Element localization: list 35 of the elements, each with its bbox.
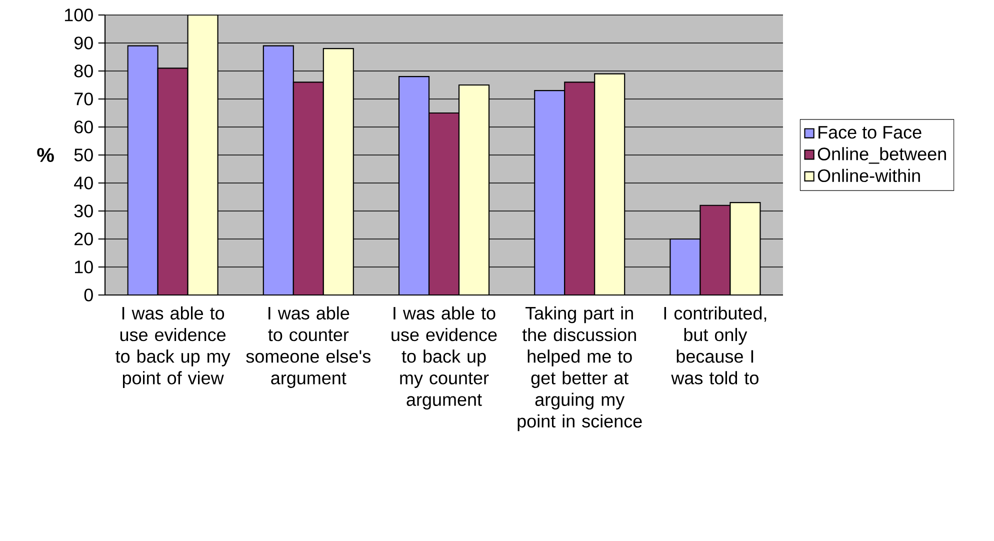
y-tick-label: 90: [74, 36, 93, 50]
y-tick-label: 80: [74, 64, 93, 78]
legend-label: Face to Face: [818, 126, 922, 139]
bar: [158, 68, 188, 295]
bar: [188, 14, 218, 295]
bar: [399, 76, 430, 295]
bar: [730, 202, 761, 295]
y-tick-label: 70: [74, 92, 93, 106]
bar: [534, 90, 565, 295]
legend-label: Online_between: [818, 147, 946, 164]
bar: [263, 46, 294, 295]
bar: [670, 238, 701, 295]
bar: [700, 204, 731, 295]
y-tick-label: 10: [74, 260, 93, 274]
bar: [293, 82, 324, 295]
x-tick-label: I was able to use evidence to back up my counter argument: [392, 306, 497, 410]
x-tick-label: Taking part in the discussion helped me to get better at arguing my point in science: [518, 306, 642, 432]
y-tick-label: 40: [74, 176, 93, 190]
y-tick-label: 50: [74, 148, 93, 162]
bar: [323, 48, 354, 295]
y-axis-title: %: [37, 148, 54, 162]
x-tick-label: I was able to counter someone else's argument: [246, 306, 370, 388]
bar: [128, 46, 158, 295]
x-tick-label: I was able to use evidence to back up my point of view: [116, 306, 230, 388]
bar: [594, 74, 625, 295]
y-tick-label: 60: [74, 120, 93, 134]
y-tick-label: 30: [74, 204, 93, 218]
y-tick-label: 0: [84, 288, 93, 302]
bar: [564, 82, 595, 295]
bar: [429, 112, 460, 295]
y-tick-label: 100: [64, 8, 93, 22]
bar: [459, 84, 490, 295]
x-tick-label: I contributed, but only because I was told to: [664, 306, 766, 384]
y-tick-label: 20: [74, 232, 93, 246]
legend-label: Online-within: [818, 168, 920, 182]
